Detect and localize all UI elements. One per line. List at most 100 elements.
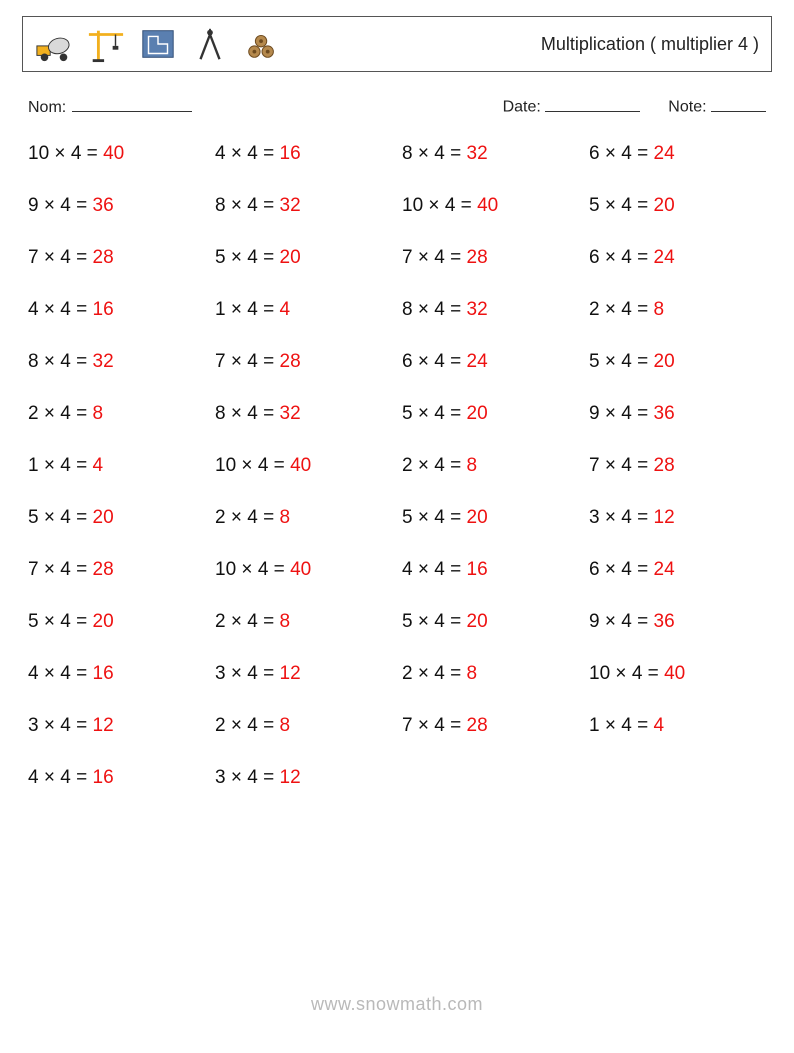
operand-b: 4 bbox=[60, 351, 71, 372]
problem-cell: 4 × 4 = 16 bbox=[28, 663, 205, 685]
answer: 8 bbox=[93, 403, 104, 424]
answer: 40 bbox=[103, 143, 124, 164]
problem-cell: 1 × 4 = 4 bbox=[28, 455, 205, 477]
operand-a: 8 bbox=[28, 351, 39, 372]
operand-a: 7 bbox=[28, 559, 39, 580]
operand-b: 4 bbox=[60, 559, 71, 580]
operand-b: 4 bbox=[621, 559, 632, 580]
equals: = bbox=[637, 299, 648, 320]
cement-truck-icon bbox=[35, 25, 73, 63]
problem-cell: 2 × 4 = 8 bbox=[402, 663, 579, 685]
answer: 20 bbox=[654, 195, 675, 216]
operand-a: 10 bbox=[402, 195, 423, 216]
answer: 20 bbox=[280, 247, 301, 268]
problem-cell: 6 × 4 = 24 bbox=[589, 247, 766, 269]
operator: × bbox=[418, 663, 429, 684]
answer: 16 bbox=[467, 559, 488, 580]
answer: 28 bbox=[467, 715, 488, 736]
answer: 16 bbox=[280, 143, 301, 164]
equals: = bbox=[648, 663, 659, 684]
operand-a: 2 bbox=[215, 507, 226, 528]
equals: = bbox=[637, 143, 648, 164]
operand-a: 5 bbox=[28, 611, 39, 632]
answer: 28 bbox=[93, 247, 114, 268]
equals: = bbox=[76, 611, 87, 632]
operand-b: 4 bbox=[247, 507, 258, 528]
operator: × bbox=[231, 507, 242, 528]
equals: = bbox=[450, 299, 461, 320]
answer: 32 bbox=[467, 143, 488, 164]
operator: × bbox=[605, 715, 616, 736]
name-label: Nom: bbox=[28, 99, 66, 117]
compass-tool-icon bbox=[191, 25, 229, 63]
problem-cell: 4 × 4 = 16 bbox=[28, 299, 205, 321]
equals: = bbox=[637, 247, 648, 268]
header-box: Multiplication ( multiplier 4 ) bbox=[22, 16, 772, 72]
problem-cell: 3 × 4 = 12 bbox=[589, 507, 766, 529]
problem-cell: 9 × 4 = 36 bbox=[589, 611, 766, 633]
problem-cell: 7 × 4 = 28 bbox=[215, 351, 392, 373]
operand-a: 5 bbox=[215, 247, 226, 268]
operand-b: 4 bbox=[247, 715, 258, 736]
operand-b: 4 bbox=[621, 507, 632, 528]
operand-b: 4 bbox=[258, 455, 269, 476]
operand-a: 7 bbox=[589, 455, 600, 476]
operand-a: 4 bbox=[28, 299, 39, 320]
problem-cell: 2 × 4 = 8 bbox=[589, 299, 766, 321]
operator: × bbox=[605, 559, 616, 580]
operand-a: 2 bbox=[215, 715, 226, 736]
answer: 12 bbox=[280, 767, 301, 788]
operand-a: 10 bbox=[28, 143, 49, 164]
answer: 28 bbox=[280, 351, 301, 372]
operand-a: 8 bbox=[402, 299, 413, 320]
operator: × bbox=[418, 455, 429, 476]
operand-a: 6 bbox=[589, 247, 600, 268]
operand-a: 3 bbox=[215, 767, 226, 788]
problem-cell: 2 × 4 = 8 bbox=[402, 455, 579, 477]
answer: 4 bbox=[280, 299, 291, 320]
date-blank[interactable] bbox=[545, 94, 640, 112]
equals: = bbox=[263, 195, 274, 216]
operand-a: 4 bbox=[28, 663, 39, 684]
problem-cell: 5 × 4 = 20 bbox=[402, 507, 579, 529]
operand-a: 8 bbox=[215, 403, 226, 424]
problem-cell: 10 × 4 = 40 bbox=[215, 455, 392, 477]
problem-cell: 2 × 4 = 8 bbox=[215, 715, 392, 737]
operand-b: 4 bbox=[258, 559, 269, 580]
answer: 8 bbox=[467, 455, 478, 476]
answer: 28 bbox=[93, 559, 114, 580]
operator: × bbox=[418, 299, 429, 320]
operand-a: 4 bbox=[215, 143, 226, 164]
equals: = bbox=[637, 559, 648, 580]
operand-a: 7 bbox=[402, 715, 413, 736]
operand-a: 5 bbox=[589, 351, 600, 372]
operand-b: 4 bbox=[621, 143, 632, 164]
answer: 16 bbox=[93, 299, 114, 320]
meta-date: Date: bbox=[503, 94, 641, 117]
operator: × bbox=[231, 403, 242, 424]
operand-b: 4 bbox=[60, 507, 71, 528]
problem-cell: 10 × 4 = 40 bbox=[215, 559, 392, 581]
problem-cell: 7 × 4 = 28 bbox=[402, 247, 579, 269]
problem-cell: 2 × 4 = 8 bbox=[215, 507, 392, 529]
equals: = bbox=[450, 715, 461, 736]
operand-b: 4 bbox=[60, 403, 71, 424]
answer: 24 bbox=[654, 247, 675, 268]
answer: 20 bbox=[467, 611, 488, 632]
operand-b: 4 bbox=[60, 195, 71, 216]
answer: 32 bbox=[93, 351, 114, 372]
answer: 8 bbox=[280, 715, 291, 736]
problem-cell: 6 × 4 = 24 bbox=[589, 559, 766, 581]
meta-row: Nom: Date: Note: bbox=[28, 94, 766, 117]
operator: × bbox=[44, 247, 55, 268]
operand-a: 3 bbox=[28, 715, 39, 736]
answer: 8 bbox=[280, 507, 291, 528]
answer: 28 bbox=[654, 455, 675, 476]
name-blank[interactable] bbox=[72, 94, 192, 112]
operand-b: 4 bbox=[60, 455, 71, 476]
operand-b: 4 bbox=[247, 663, 258, 684]
note-blank[interactable] bbox=[711, 94, 766, 112]
operator: × bbox=[241, 559, 252, 580]
equals: = bbox=[450, 351, 461, 372]
operand-a: 4 bbox=[402, 559, 413, 580]
